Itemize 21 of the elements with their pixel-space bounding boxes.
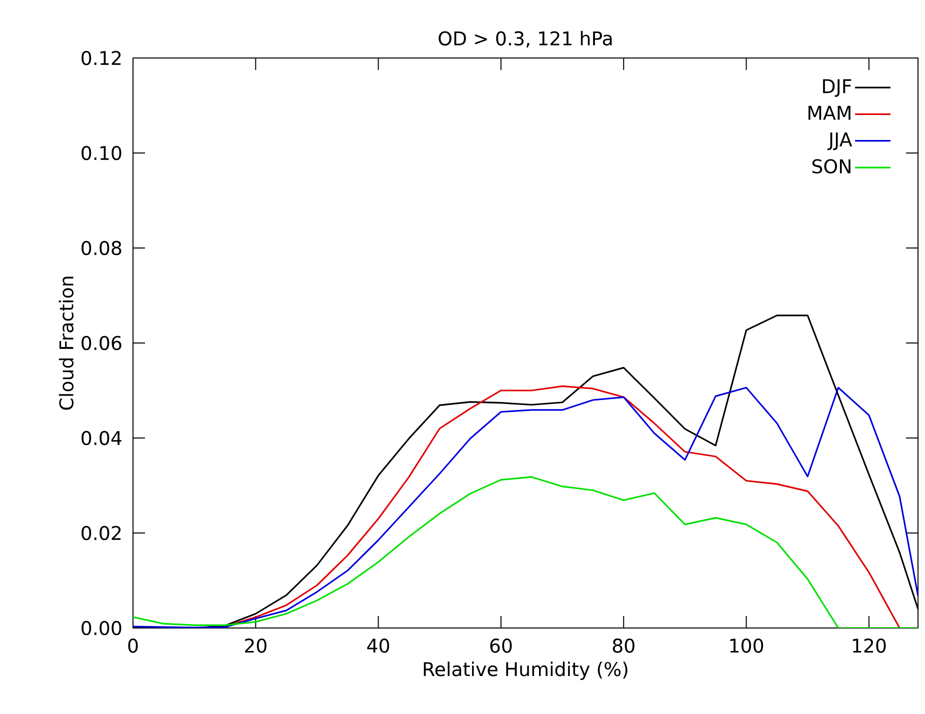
y-axis-title: Cloud Fraction	[58, 276, 74, 410]
x-axis-title: Relative Humidity (%)	[424, 662, 628, 680]
x-tick-label: 100	[730, 638, 764, 653]
y-tick-label: 0.12	[82, 50, 121, 66]
x-tick-label: 120	[852, 638, 886, 653]
y-tick-label: 0.08	[82, 240, 122, 256]
x-tick-label: 40	[367, 638, 390, 653]
y-tick-label: 0.00	[82, 620, 122, 636]
y-tick-label: 0.06	[82, 336, 122, 350]
legend-label: JJA	[827, 132, 852, 150]
x-tick-label: 80	[612, 638, 634, 653]
y-tick-label: 0.02	[82, 526, 121, 540]
x-tick-label: 60	[490, 638, 512, 653]
x-tick-label: 20	[245, 638, 266, 653]
legend-label: DJF	[823, 79, 852, 97]
legend-label: MAM	[808, 106, 850, 120]
legend-label: SON	[812, 159, 850, 174]
y-tick-label: 0.10	[82, 146, 122, 160]
x-tick-label: 0	[128, 638, 138, 653]
y-tick-label: 0.04	[82, 430, 122, 446]
chart-title: OD > 0.3, 121 hPa	[438, 30, 612, 48]
